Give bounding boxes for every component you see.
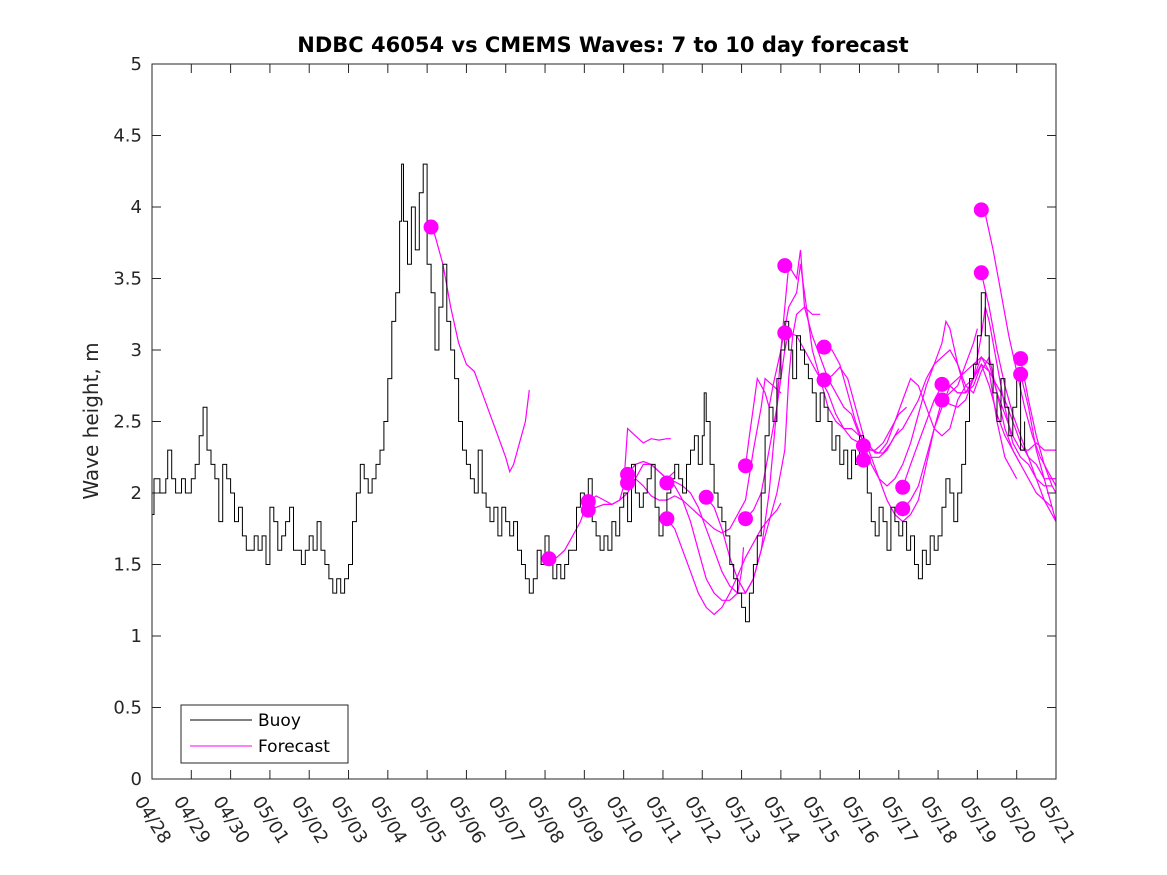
- plot-frame: [151, 63, 1057, 780]
- y-tick-label: 4: [131, 197, 142, 218]
- legend: Buoy Forecast: [180, 704, 349, 764]
- y-tick-label: 3.5: [113, 269, 142, 290]
- buoy-series-line: [152, 163, 1026, 623]
- forecast-start-marker: [895, 479, 911, 495]
- forecast-start-marker: [580, 502, 596, 518]
- forecast-start-marker: [659, 475, 675, 491]
- y-tick-label: 2.5: [113, 412, 142, 433]
- forecast-start-marker: [895, 501, 911, 517]
- forecast-start-marker: [620, 475, 636, 491]
- forecast-series-line: [1020, 358, 1056, 494]
- chart-title: NDBC 46054 vs CMEMS Waves: 7 to 10 day f…: [297, 33, 908, 57]
- forecast-start-marker: [973, 265, 989, 281]
- y-tick-label: 4.5: [113, 126, 142, 147]
- forecast-series-line: [627, 460, 745, 601]
- legend-forecast-label: Forecast: [258, 737, 330, 757]
- y-tick-label: 0: [131, 769, 142, 790]
- forecast-series-line: [588, 427, 671, 511]
- forecast-series-line: [941, 306, 1053, 487]
- forecast-start-marker: [934, 376, 950, 392]
- forecast-start-marker: [816, 339, 832, 355]
- forecast-start-marker: [855, 452, 871, 468]
- data-series: [152, 163, 1056, 623]
- forecast-start-marker: [541, 551, 557, 567]
- forecast-series-line: [1020, 374, 1056, 522]
- forecast-start-marker: [973, 202, 989, 218]
- plot-area: [152, 64, 1056, 779]
- y-tick-labels: 0 0.5 1 1.5 2 2.5 3 3.5 4 4.5 5: [113, 54, 142, 790]
- forecast-start-marker: [423, 219, 439, 235]
- forecast-start-marker: [1013, 366, 1029, 382]
- forecast-series-line: [902, 356, 1056, 510]
- forecast-start-marker: [934, 392, 950, 408]
- forecast-start-marker: [737, 511, 753, 527]
- y-tick-label: 3: [131, 340, 142, 361]
- forecast-start-marker: [777, 325, 793, 341]
- legend-buoy-label: Buoy: [258, 711, 301, 731]
- y-tick-label: 5: [131, 54, 142, 75]
- forecast-start-marker: [659, 511, 675, 527]
- forecast-start-marker: [737, 458, 753, 474]
- y-tick-label: 1.5: [113, 555, 142, 576]
- forecast-series-line: [823, 319, 967, 487]
- forecast-series-line: [627, 377, 782, 534]
- y-axis-label: Wave height, m: [79, 342, 103, 499]
- forecast-start-marker: [855, 438, 871, 454]
- forecast-start-marker: [777, 258, 793, 274]
- y-tick-label: 2: [131, 483, 142, 504]
- legend-box: [180, 704, 349, 764]
- y-tick-label: 1: [131, 626, 142, 647]
- y-tick-label: 0.5: [113, 698, 142, 719]
- forecast-start-marker: [1013, 351, 1029, 367]
- forecast-start-marker: [698, 489, 714, 505]
- forecast-start-marker: [816, 372, 832, 388]
